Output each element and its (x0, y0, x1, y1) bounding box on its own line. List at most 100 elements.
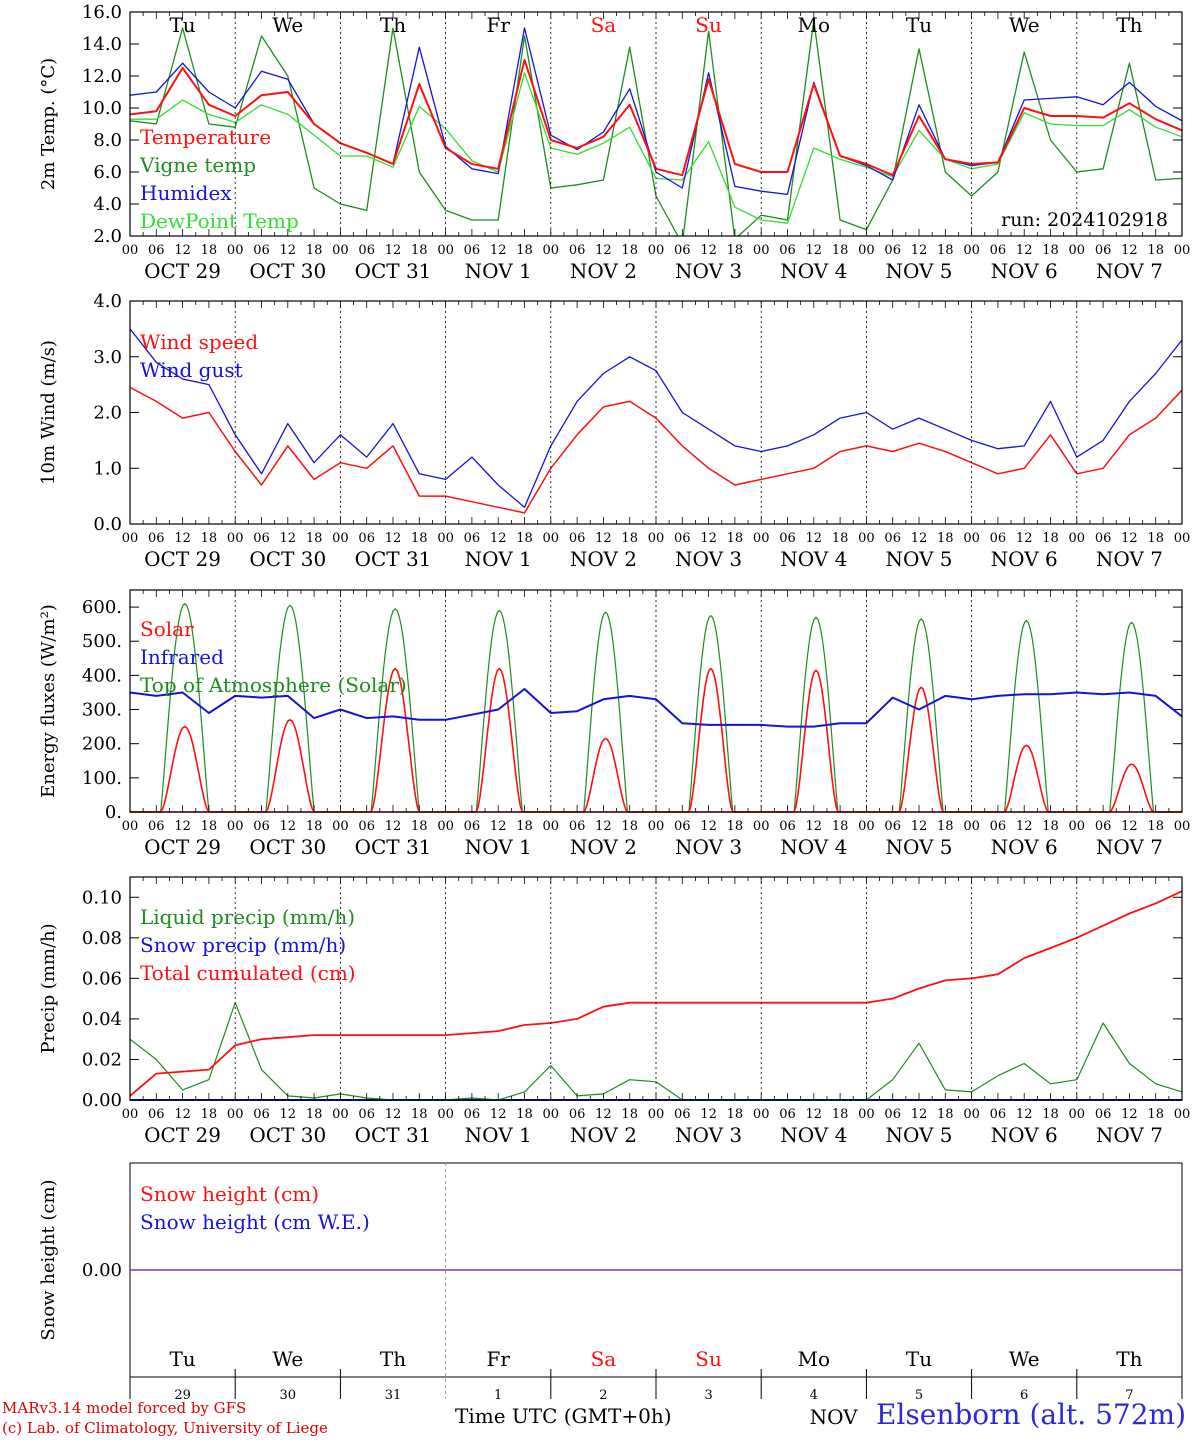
hour-label: 00 (963, 531, 980, 546)
hour-label: 00 (332, 1107, 349, 1122)
hour-label: 06 (148, 531, 165, 546)
hour-label: 06 (990, 243, 1007, 258)
date-label: NOV 4 (780, 1123, 847, 1147)
hour-label: 00 (753, 531, 770, 546)
hour-label: 06 (253, 819, 270, 834)
y-tick-label: 400. (82, 665, 122, 686)
hour-label: 06 (253, 243, 270, 258)
hour-label: 06 (884, 819, 901, 834)
hour-label: 00 (332, 243, 349, 258)
day-number: 6 (1020, 1388, 1028, 1403)
hour-label: 12 (806, 819, 823, 834)
hour-label: 18 (516, 819, 533, 834)
date-label: NOV 1 (465, 1123, 532, 1147)
hour-label: 18 (411, 531, 428, 546)
hour-label: 12 (595, 243, 612, 258)
hour-label: 06 (1095, 243, 1112, 258)
hour-label: 12 (174, 819, 191, 834)
hour-label: 00 (648, 819, 665, 834)
hour-label: 00 (227, 1107, 244, 1122)
hour-label: 00 (648, 531, 665, 546)
y-tick-label: 4.0 (93, 194, 122, 215)
hour-label: 06 (358, 819, 375, 834)
hour-label: 00 (963, 243, 980, 258)
y-tick-label: 12.0 (82, 66, 122, 87)
hour-label: 00 (1174, 531, 1191, 546)
legend-entry: Total cumulated (cm) (140, 961, 356, 985)
hour-label: 00 (648, 1107, 665, 1122)
day-of-week: Fr (486, 13, 510, 37)
date-label: NOV 4 (780, 547, 847, 571)
hour-label: 18 (516, 243, 533, 258)
day-of-week: Su (695, 1347, 722, 1371)
series-liquid-precip (129, 1002, 1183, 1101)
hour-label: 00 (437, 243, 454, 258)
date-label: NOV 1 (465, 259, 532, 283)
hour-label: 12 (280, 819, 297, 834)
hour-label: 06 (253, 1107, 270, 1122)
legend-entry: Snow height (cm W.E.) (140, 1210, 370, 1234)
date-label: OCT 30 (249, 835, 326, 859)
date-label: NOV 2 (570, 1123, 637, 1147)
y-axis-label-0: 2m Temp. (°C) (38, 58, 59, 190)
hour-label: 12 (595, 531, 612, 546)
hour-label: 06 (253, 531, 270, 546)
y-tick-label: 1.0 (93, 458, 122, 479)
hour-label: 12 (1016, 1107, 1033, 1122)
day-number: 7 (1125, 1388, 1133, 1403)
date-label: NOV 7 (1096, 835, 1163, 859)
date-label: NOV 2 (570, 259, 637, 283)
date-label: OCT 30 (249, 547, 326, 571)
hour-label: 18 (727, 531, 744, 546)
hour-label: 18 (937, 243, 954, 258)
legend-entry: Wind speed (140, 330, 258, 354)
legend-entry: Wind gust (140, 358, 243, 382)
hour-label: 00 (858, 531, 875, 546)
hour-label: 12 (806, 1107, 823, 1122)
hour-label: 00 (543, 819, 560, 834)
hour-label: 06 (358, 531, 375, 546)
hour-label: 18 (411, 819, 428, 834)
series-wind-gust (129, 328, 1183, 508)
hour-label: 12 (595, 819, 612, 834)
hour-label: 06 (464, 819, 481, 834)
hour-label: 12 (1016, 243, 1033, 258)
legend-entry: DewPoint Temp (140, 209, 299, 233)
y-tick-label: 2.0 (93, 403, 122, 424)
hour-label: 18 (621, 243, 638, 258)
hour-label: 12 (911, 1107, 928, 1122)
hour-label: 00 (858, 819, 875, 834)
series-vigne-temp (130, 19, 1182, 236)
series-infrared (129, 688, 1183, 728)
day-of-week: Th (1116, 13, 1142, 37)
y-tick-label: 0.02 (82, 1049, 122, 1070)
date-label: NOV 3 (675, 259, 742, 283)
hour-label: 18 (727, 819, 744, 834)
y-tick-label: 4.0 (93, 291, 122, 312)
hour-label: 06 (674, 531, 691, 546)
date-label: OCT 29 (144, 259, 221, 283)
legend-entry: Temperature (140, 125, 271, 149)
hour-label: 00 (963, 819, 980, 834)
model-credit: MARv3.14 model forced by GFS (2, 1399, 247, 1417)
hour-label: 06 (674, 819, 691, 834)
hour-label: 06 (779, 243, 796, 258)
day-number: 31 (385, 1388, 402, 1403)
hour-label: 18 (1147, 819, 1164, 834)
station-name: Elsenborn (alt. 572m) (875, 1398, 1186, 1431)
hour-label: 06 (990, 531, 1007, 546)
hour-label: 06 (884, 243, 901, 258)
y-tick-label: 0. (105, 802, 122, 823)
date-label: NOV 5 (885, 835, 952, 859)
hour-label: 12 (595, 1107, 612, 1122)
hour-label: 18 (621, 1107, 638, 1122)
hour-label: 00 (648, 243, 665, 258)
hour-label: 18 (516, 1107, 533, 1122)
hour-label: 06 (779, 819, 796, 834)
date-label: NOV 4 (780, 835, 847, 859)
date-label: OCT 31 (355, 259, 432, 283)
y-tick-label: 0.04 (82, 1009, 122, 1030)
day-number: 4 (810, 1388, 818, 1403)
y-tick-label: 0.00 (82, 1090, 122, 1111)
